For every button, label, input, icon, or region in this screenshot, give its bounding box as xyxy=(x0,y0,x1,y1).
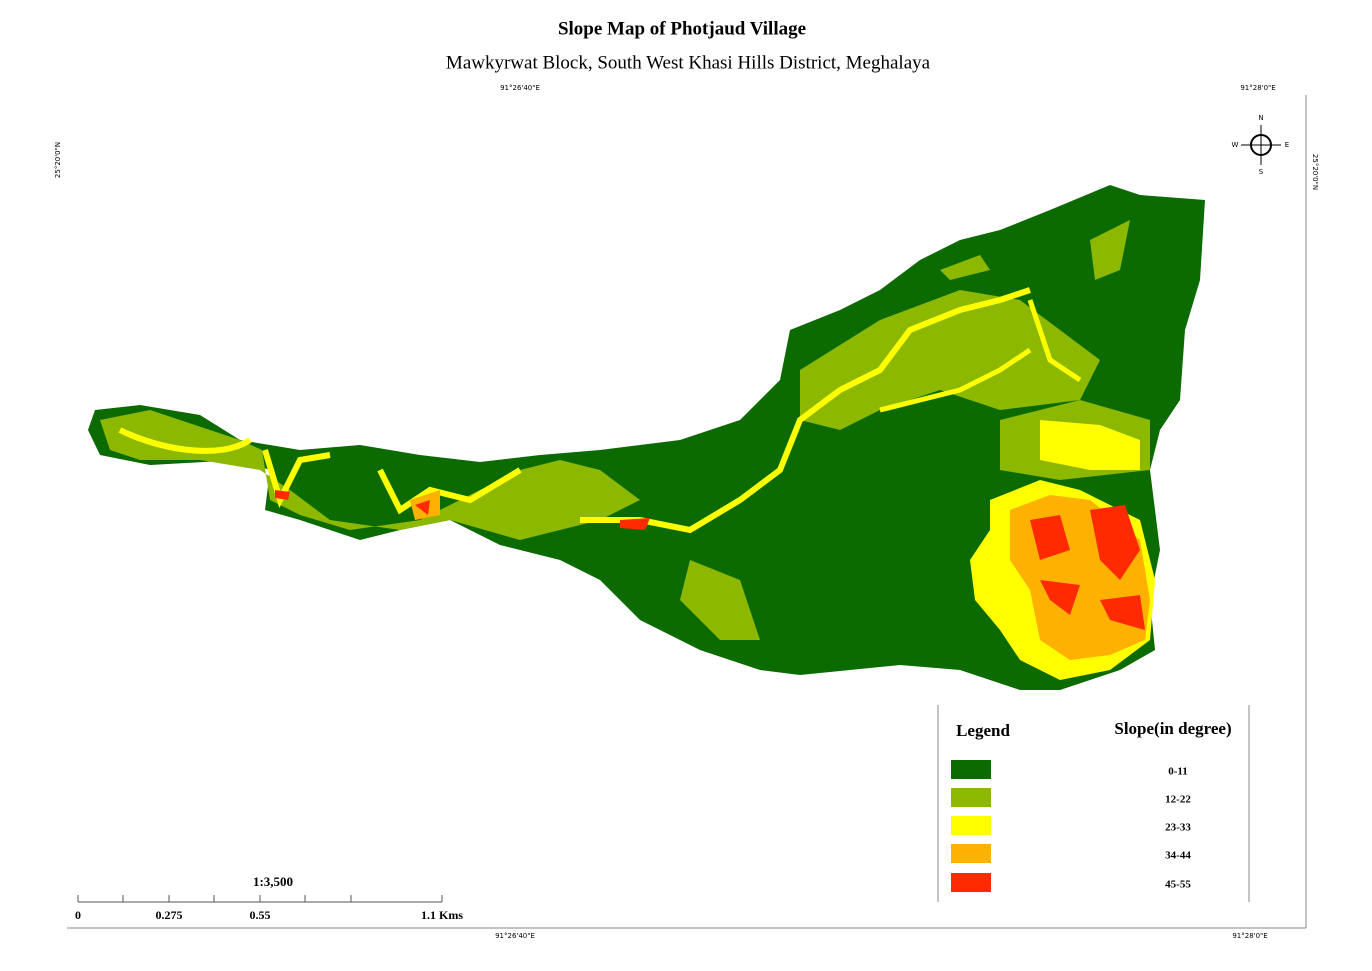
scale-label: 1.1 Kms xyxy=(421,908,463,922)
slope-zone xyxy=(100,410,640,540)
title: Slope Map of Photjaud Village xyxy=(558,18,806,39)
coord-label: 25°20'0"N xyxy=(54,142,62,178)
slope-zone xyxy=(1040,580,1080,615)
coord-label: 91°26'40"E xyxy=(500,84,540,92)
scale-label: 0.275 xyxy=(156,908,183,922)
legend-title: Legend xyxy=(956,721,1010,740)
compass-s: S xyxy=(1259,168,1264,176)
legend-swatch xyxy=(951,760,991,779)
slope-zone xyxy=(1090,220,1130,280)
legend-swatch xyxy=(951,788,991,807)
compass-w: W xyxy=(1232,141,1239,149)
slope-zone xyxy=(1090,505,1140,580)
legend-label: 12-22 xyxy=(1165,794,1191,806)
legend-swatch xyxy=(951,873,991,892)
legend-swatch xyxy=(951,844,991,863)
legend-label: 0-11 xyxy=(1168,766,1188,778)
legend: Legend Slope(in degree) 0-11 12-22 23-33 34… xyxy=(937,705,1250,902)
scale-bar: 1:3,500 0 0.275 0.55 1.1 Kms xyxy=(75,874,463,922)
slope-zone xyxy=(1030,515,1070,560)
legend-heading: Slope(in degree) xyxy=(1114,719,1231,738)
slope-zone xyxy=(940,255,990,280)
slope-zone xyxy=(680,560,760,640)
legend-swatch xyxy=(951,816,991,835)
scale-label: 0 xyxy=(75,908,81,922)
coord-label: 25°20'0"N xyxy=(1311,154,1319,190)
compass-n: N xyxy=(1258,114,1263,122)
coord-label: 91°26'40"E xyxy=(495,932,535,940)
coord-label: 91°28'0"E xyxy=(1240,84,1275,92)
slope-zone xyxy=(800,290,1100,430)
compass: N S E W xyxy=(1232,114,1290,176)
scale-ratio: 1:3,500 xyxy=(253,874,293,889)
slope-zone xyxy=(1100,595,1145,630)
slope-map xyxy=(88,185,1205,690)
slope-zone xyxy=(118,287,1031,534)
slope-zone xyxy=(879,299,1082,413)
legend-label: 45-55 xyxy=(1165,879,1191,891)
compass-e: E xyxy=(1285,141,1289,149)
slope-zone xyxy=(1040,420,1140,470)
legend-label: 23-33 xyxy=(1165,822,1191,834)
subtitle: Mawkyrwat Block, South West Khasi Hills … xyxy=(446,52,931,73)
scale-label: 0.55 xyxy=(250,908,271,922)
legend-label: 34-44 xyxy=(1165,850,1191,862)
coord-label: 91°28'0"E xyxy=(1232,932,1267,940)
